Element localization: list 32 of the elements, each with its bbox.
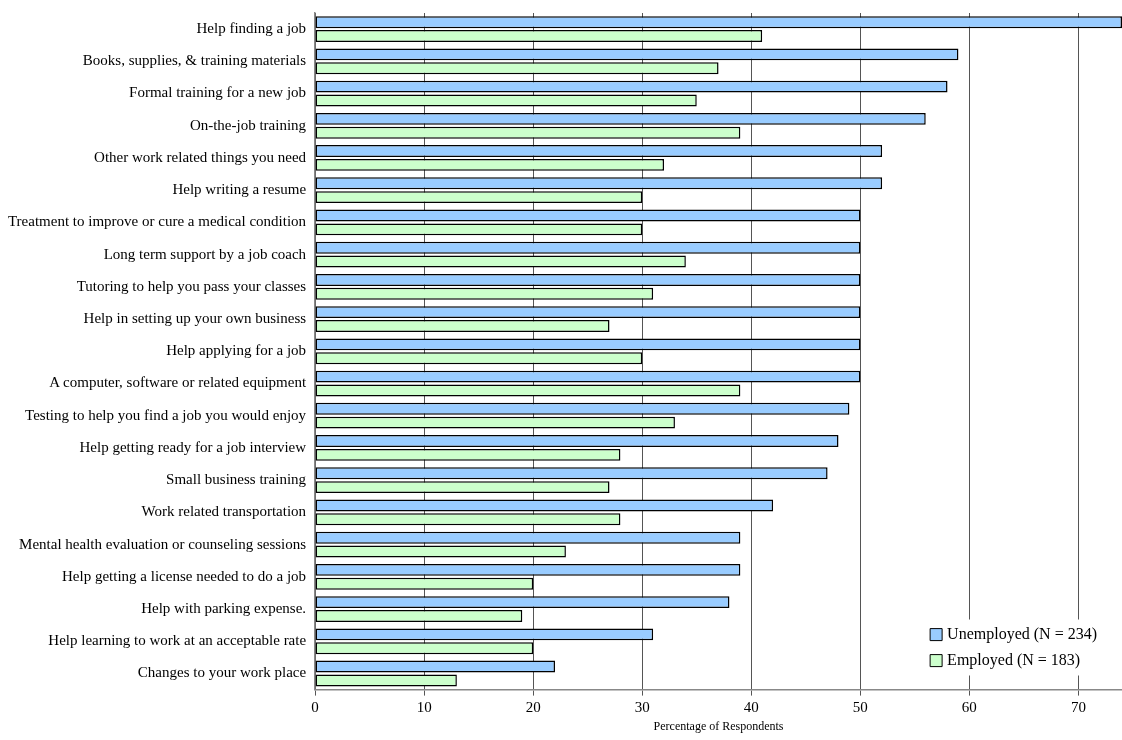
y-tick-label: Help with parking expense. (141, 599, 307, 616)
y-tick-label: On-the-job training (189, 116, 307, 133)
y-tick-label: A computer, software or related equipment (49, 374, 307, 391)
x-tick-label: 40 (743, 698, 759, 715)
x-tick-label: 70 (1070, 698, 1086, 715)
y-tick-label: Treatment to improve or cure a medical condition (7, 213, 307, 230)
x-tick-label: 0 (311, 698, 319, 715)
y-tick-label: Help writing a resume (172, 181, 307, 198)
y-tick-label: Changes to your work place (137, 664, 307, 681)
y-tick-label: Tutoring to help you pass your classes (76, 277, 307, 294)
x-tick-label: 30 (634, 698, 650, 715)
y-tick-label: Small business training (166, 471, 307, 488)
y-tick-label: Formal training for a new job (129, 84, 307, 101)
y-tick-label: Help learning to work at an acceptable rate (48, 632, 307, 649)
y-tick-label: Other work related things you need (94, 148, 307, 165)
y-tick-label: Help getting ready for a job interview (79, 438, 307, 455)
y-tick-label: Help finding a job (196, 20, 307, 37)
legend-label: Employed (N = 183) (947, 650, 1081, 669)
x-tick-label: 10 (416, 698, 432, 715)
x-axis-title: Percentage of Respondents (653, 718, 784, 733)
y-tick-label: Mental health evaluation or counseling sessions (19, 535, 307, 552)
x-tick-label: 60 (961, 698, 977, 715)
y-tick-label: Testing to help you find a job you would enjoy (25, 406, 307, 423)
x-tick-label: 50 (852, 698, 868, 715)
y-tick-label: Books, supplies, & training materials (82, 52, 307, 69)
x-tick-label: 20 (525, 698, 541, 715)
y-tick-label: Work related transportation (141, 503, 307, 520)
y-tick-label: Long term support by a job coach (103, 245, 307, 262)
legend-label: Unemployed (N = 234) (947, 624, 1098, 643)
y-tick-label: Help applying for a job (166, 342, 307, 359)
y-tick-label: Help in setting up your own business (83, 310, 307, 327)
y-tick-label: Help getting a license needed to do a job (62, 567, 307, 584)
